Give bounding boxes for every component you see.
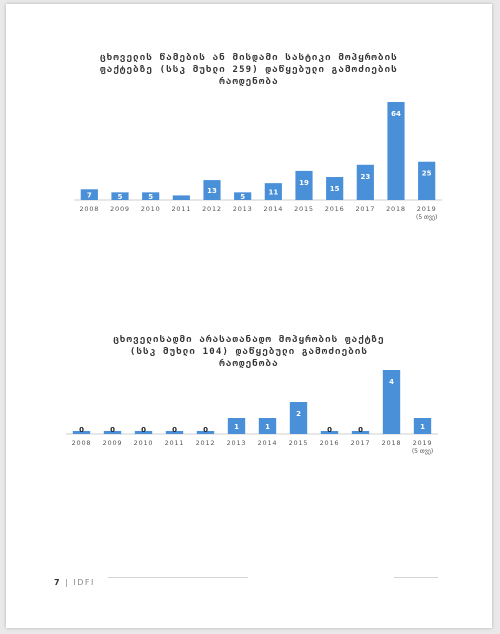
chart2-value-label: 1 <box>265 423 270 431</box>
chart2-svg: 0 2008 0 2009 0 2010 0 2011 0 2012 1 2013 1 2014 2 2015… <box>66 370 438 455</box>
chart2-title-line: ცხოველისადმი არასათანადო მოპყრობის ფაქტზ… <box>113 335 385 345</box>
chart1-bar <box>234 192 252 200</box>
chart2-value-label: 0 <box>327 426 332 434</box>
footer-separator: | <box>65 578 70 587</box>
chart2-value-label: 2 <box>296 410 301 418</box>
chart1-tick-label: 2016 <box>325 205 345 213</box>
chart2-tick-label: 2019 <box>413 439 433 447</box>
chart2-bar <box>72 431 91 434</box>
chart1-title-line: ფაქტებზე (სსკ მუხლი 259) დაწყებული გამოძ… <box>100 65 398 75</box>
chart1-bar <box>80 189 98 200</box>
chart1-value-label: 5 <box>118 193 123 201</box>
chart1-bar <box>264 183 282 200</box>
page-footer: 7 | IDFI <box>54 578 95 587</box>
chart2-tick-label: 2012 <box>196 439 216 447</box>
chart2-bar <box>134 431 153 434</box>
chart2-value-label: 0 <box>141 426 146 434</box>
chart1-tick-label: 2010 <box>141 205 161 213</box>
footer-org: IDFI <box>73 578 95 587</box>
chart1-value-label: 5 <box>240 193 245 201</box>
chart2-bar <box>413 418 432 434</box>
chart2-title-line: რაოდენობა <box>219 359 279 369</box>
page-number: 7 <box>54 578 62 587</box>
chart1-value-label: 13 <box>207 187 217 195</box>
document-page: ცხოველის წამების ან მისდამი სასტიკი მოპყ… <box>6 4 492 628</box>
chart2-bar <box>227 418 246 434</box>
chart1-tick-label: 2012 <box>202 205 222 213</box>
chart1-tick-label: 2017 <box>355 205 375 213</box>
chart1-bar <box>418 161 436 200</box>
footer-divider <box>394 577 438 578</box>
chart1-tick-label: 2014 <box>263 205 283 213</box>
chart1-tick-label: 2019 <box>417 205 437 213</box>
chart2-bar <box>196 431 215 434</box>
chart1-bar <box>111 192 129 200</box>
chart1-value-label: 11 <box>268 189 278 197</box>
chart1-value-label: 23 <box>360 173 370 181</box>
chart1-tick-label: 2011 <box>171 205 191 213</box>
chart2-value-label: 0 <box>110 426 115 434</box>
chart1-bar <box>326 177 344 200</box>
chart2-tick-label: 2013 <box>227 439 247 447</box>
chart1-svg: 7 2008 5 2009 5 2010 2011 13 2012 5 2013 11 2014 19 20… <box>74 102 442 221</box>
chart2-bar <box>258 418 277 434</box>
chart1-title-line: ცხოველის წამების ან მისდამი სასტიკი მოპყ… <box>100 53 398 63</box>
chart1-tick-label: 2009 <box>110 205 130 213</box>
chart2-tick-label: 2008 <box>72 439 92 447</box>
chart2-tick-note: (5 თვე) <box>412 448 433 455</box>
chart2-value-label: 4 <box>389 378 394 386</box>
chart2-value-label: 1 <box>234 423 239 431</box>
chart1-tick-label: 2013 <box>233 205 253 213</box>
chart1-value-label: 19 <box>299 179 309 187</box>
chart2-tick-label: 2011 <box>165 439 185 447</box>
chart2-bar <box>382 370 401 434</box>
chart1-value-label: 15 <box>330 185 340 193</box>
chart1-title-line: რაოდენობა <box>219 77 279 87</box>
chart2-tick-label: 2009 <box>103 439 123 447</box>
chart1-tick-note: (5 თვე) <box>416 214 437 221</box>
chart1-bar <box>387 102 405 200</box>
chart2-title-line: (სსკ მუხლი 104) დაწყებული გამოძიების <box>129 347 369 357</box>
chart1-tick-label: 2018 <box>386 205 406 213</box>
chart2-tick-label: 2015 <box>289 439 309 447</box>
chart1-tick-label: 2008 <box>79 205 99 213</box>
chart2-bar <box>320 431 339 434</box>
chart1-bar <box>142 192 160 200</box>
chart1-bar <box>356 164 374 200</box>
chart1-bar <box>172 195 190 200</box>
footer-divider <box>108 577 248 578</box>
chart2-value-label: 0 <box>358 426 363 434</box>
chart2-tick-label: 2010 <box>134 439 154 447</box>
chart2-tick-label: 2017 <box>351 439 371 447</box>
chart2-value-label: 0 <box>172 426 177 434</box>
chart2-bar <box>289 402 308 434</box>
chart2-value-label: 0 <box>79 426 84 434</box>
chart1-bar <box>203 180 221 200</box>
chart2-tick-label: 2016 <box>320 439 340 447</box>
chart1-value-label: 64 <box>391 110 401 118</box>
chart2-bar <box>165 431 184 434</box>
chart2-bar <box>351 431 370 434</box>
chart2-bar <box>103 431 122 434</box>
chart2-tick-label: 2014 <box>258 439 278 447</box>
chart2-tick-label: 2018 <box>382 439 402 447</box>
chart2-value-label: 1 <box>420 423 425 431</box>
chart2-title: ცხოველისადმი არასათანადო მოპყრობის ფაქტზ… <box>6 334 492 370</box>
chart1-title: ცხოველის წამების ან მისდამი სასტიკი მოპყ… <box>6 52 492 88</box>
chart1-value-label: 7 <box>87 192 92 200</box>
chart1-value-label: 5 <box>148 193 153 201</box>
chart1-bar <box>295 170 313 200</box>
chart2-value-label: 0 <box>203 426 208 434</box>
chart1-value-label: 25 <box>422 170 432 178</box>
chart1-tick-label: 2015 <box>294 205 314 213</box>
